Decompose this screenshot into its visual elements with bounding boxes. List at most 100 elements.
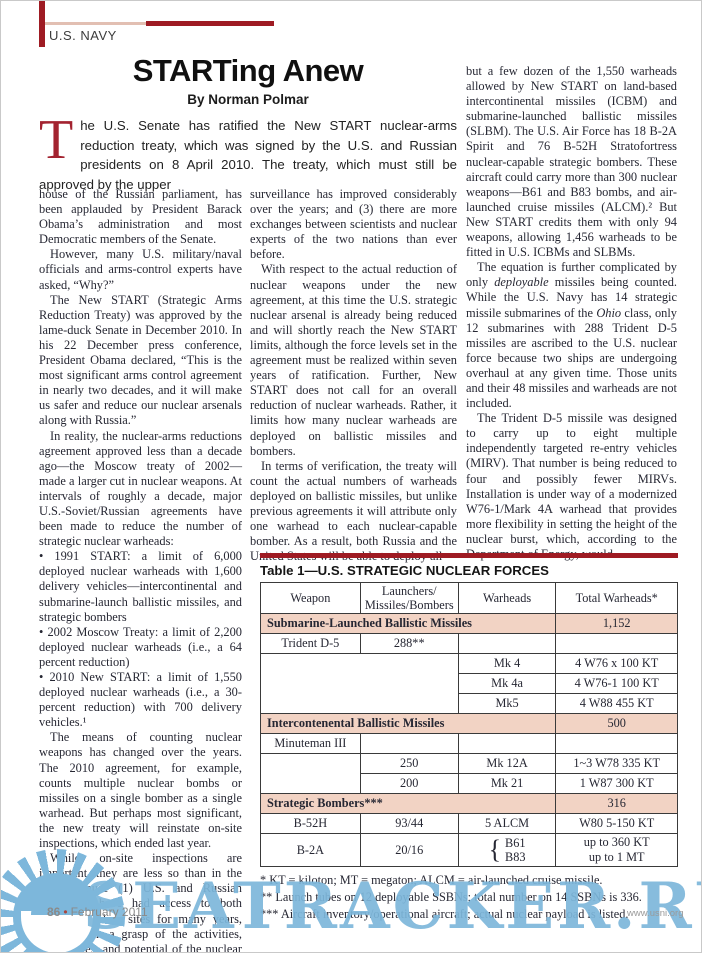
total-line: up to 1 MT (588, 850, 645, 864)
body-column-2: surveillance has improved considerably o… (250, 187, 457, 564)
section-row-slbm: Submarine-Launched Ballistic Missiles 1,… (259, 613, 678, 634)
paragraph: but a few dozen of the 1,550 warheads al… (466, 64, 677, 260)
table-row: B-2A 20/16 { B61 B83 up to 360 KT up to … (260, 833, 678, 867)
cell-total: 4 W76 x 100 KT (555, 653, 678, 674)
cell-warhead: Mk5 (457, 693, 557, 714)
cell-launchers: 93/44 (359, 813, 459, 834)
section-total-cell: 500 (555, 713, 678, 734)
cell-weapon: B-2A (260, 833, 361, 867)
section-label: U.S. NAVY (49, 28, 117, 43)
cell-empty (457, 633, 557, 654)
header-line: Missiles/Bombers (364, 598, 454, 612)
paragraph: While on-site inspections are important,… (39, 851, 242, 953)
table-row: Minuteman III (260, 733, 678, 754)
page-number: 86 (47, 905, 61, 919)
table-header-row: Weapon Launchers/Missiles/Bombers Warhea… (260, 582, 678, 614)
table-footnotes: * KT = kiloton; MT = megaton; ALCM = air… (260, 872, 678, 923)
col-header-total: Total Warheads* (555, 582, 678, 614)
table-row: Trident D-5 288** (260, 633, 678, 654)
footnote: ** Launch tubes on 12 deployable SSBNs; … (260, 890, 642, 904)
cell-launchers: 288** (359, 633, 459, 654)
table-row: Mk5 4 W88 455 KT (261, 693, 678, 714)
paragraph: However, many U.S. military/naval offici… (39, 247, 242, 292)
paragraph: In reality, the nuclear-arms reductions … (39, 428, 242, 549)
cell-empty (555, 733, 678, 754)
section-row-bombers: Strategic Bombers*** 316 (259, 793, 678, 814)
intro-text: he U.S. Senate has ratified the New STAR… (39, 118, 457, 192)
cell-empty (260, 753, 361, 794)
footer-page-info: 86 • February 2011 (47, 905, 148, 919)
cell-weapon: Minuteman III (260, 733, 361, 754)
cell-warhead: B83 (505, 850, 526, 864)
issue-date: February 2011 (70, 905, 148, 919)
body-column-1: house of the Russian parliament, has bee… (39, 187, 242, 953)
table-block: Table 1—U.S. STRATEGIC NUCLEAR FORCES We… (259, 553, 678, 923)
cell-total: 4 W76-1 100 KT (555, 673, 678, 694)
bullet-item: • 2010 New START: a limit of 1,550 deplo… (39, 670, 242, 730)
strategic-forces-table: Weapon Launchers/Missiles/Bombers Warhea… (259, 582, 678, 867)
paragraph: The means of counting nuclear weapons ha… (39, 730, 242, 851)
text-run: class, only 12 submarines with 288 Tride… (466, 305, 677, 411)
header-dark-red-rule (146, 21, 274, 26)
section-label-cell: Strategic Bombers*** (259, 793, 557, 814)
paragraph: In terms of verification, the treaty wil… (250, 458, 457, 564)
table-title: Table 1—U.S. STRATEGIC NUCLEAR FORCES (260, 563, 549, 578)
section-label-cell: Submarine-Launched Ballistic Missiles (259, 613, 557, 634)
cell-weapon: Trident D-5 (260, 633, 361, 654)
header-light-rule (45, 22, 146, 25)
paragraph: surveillance has improved considerably o… (250, 187, 457, 262)
cell-total: 4 W88 455 KT (555, 693, 678, 714)
bullet-item: • 2002 Moscow Treaty: a limit of 2,200 d… (39, 624, 242, 669)
total-line: up to 360 KT (583, 835, 650, 849)
cell-weapon: B-52H (260, 813, 361, 834)
table-row: Mk 4a 4 W76-1 100 KT (261, 673, 678, 694)
italic-run: Ohio (596, 305, 622, 320)
cell-warhead: Mk 4a (457, 673, 557, 694)
table-row: Mk 4 4 W76 x 100 KT (260, 653, 678, 714)
cell-total: W80 5-150 KT (555, 813, 678, 834)
brace-glyph: { (488, 835, 502, 864)
cell-total: up to 360 KT up to 1 MT (555, 833, 678, 867)
cell-empty (260, 653, 459, 714)
text-run: missiles being counted. While the U.S. N… (466, 275, 677, 320)
paragraph: The New START (Strategic Arms Reduction … (39, 292, 242, 428)
cell-warhead: Mk 12A (457, 753, 557, 774)
paragraph: house of the Russian parliament, has bee… (39, 187, 242, 247)
cell-warhead: B61 (505, 836, 526, 850)
footer-website: www.usni.org (627, 908, 684, 919)
cell-launchers: 20/16 (359, 833, 459, 867)
section-total-cell: 1,152 (555, 613, 678, 634)
cell-warheads-braced: { B61 B83 (457, 833, 557, 867)
cell-warhead: Mk 21 (457, 773, 557, 794)
paragraph: The Trident D-5 missile was designed to … (466, 411, 677, 561)
dropcap-letter: T (39, 109, 74, 171)
table-row: 200 Mk 21 1 W87 300 KT (261, 773, 678, 794)
table-row: 250 Mk 12A 1~3 W78 335 KT (260, 753, 678, 794)
table-row: B-52H 93/44 5 ALCM W80 5-150 KT (260, 813, 678, 834)
section-total-cell: 316 (555, 793, 678, 814)
section-row-icbm: Intercontenental Ballistic Missiles 500 (259, 713, 678, 734)
footnote: *** Aircraft inventory/operational aircr… (260, 907, 629, 921)
bullet-separator: • (63, 905, 68, 919)
col-header-launchers: Launchers/Missiles/Bombers (359, 582, 459, 614)
paragraph: The equation is further complicated by o… (466, 260, 677, 411)
cell-launchers: 250 (359, 753, 459, 774)
cell-warhead: Mk 4 (457, 653, 557, 674)
paragraph: With respect to the actual reduction of … (250, 262, 457, 458)
footnote: * KT = kiloton; MT = megaton; ALCM = air… (260, 873, 603, 887)
text-run: The equation is further complicated by o… (466, 260, 677, 290)
header-red-vertical-bar (39, 1, 45, 47)
cell-empty (457, 733, 557, 754)
cell-total: 1 W87 300 KT (555, 773, 678, 794)
section-label-cell: Intercontenental Ballistic Missiles (259, 713, 557, 734)
table-top-red-rule (260, 553, 678, 558)
col-header-warheads: Warheads (457, 582, 557, 614)
header-line: Launchers/ (381, 584, 437, 598)
cell-empty (359, 733, 459, 754)
body-column-3: but a few dozen of the 1,550 warheads al… (466, 64, 677, 562)
byline: By Norman Polmar (187, 92, 309, 107)
cell-launchers: 200 (359, 773, 459, 794)
col-header-weapon: Weapon (260, 582, 361, 614)
